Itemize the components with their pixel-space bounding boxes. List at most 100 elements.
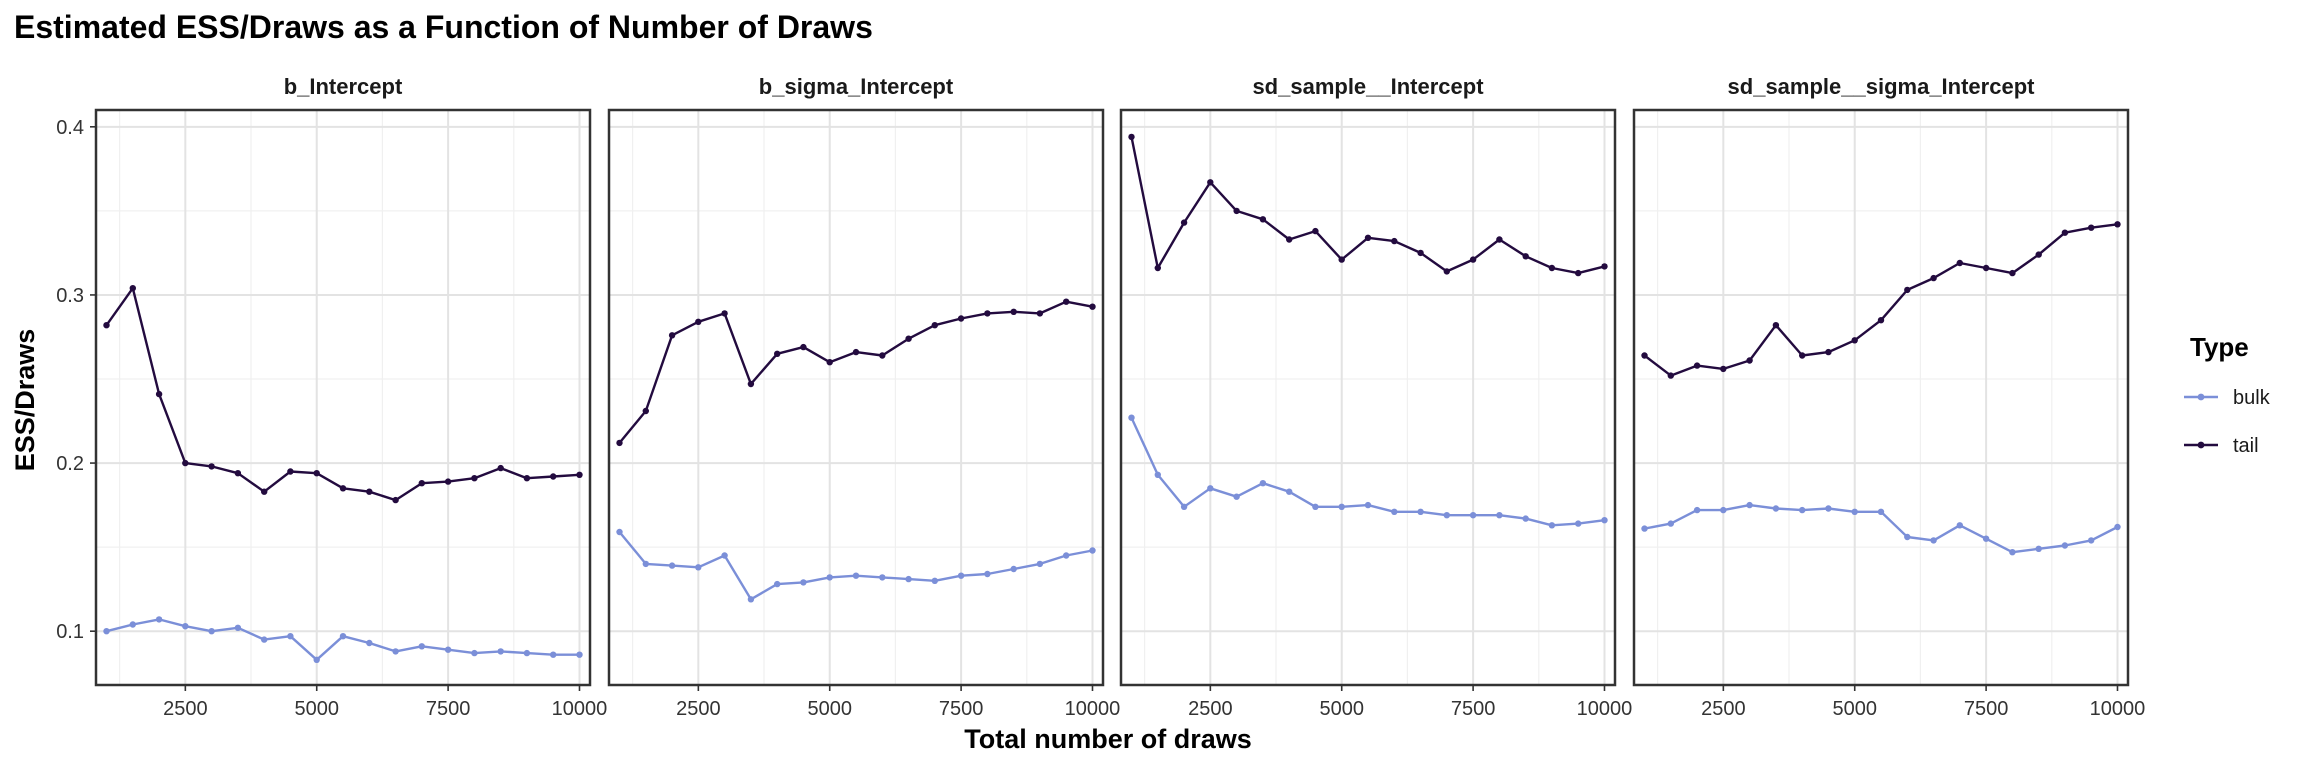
data-point-tail bbox=[523, 475, 531, 482]
data-point-bulk bbox=[1667, 520, 1675, 527]
data-point-tail bbox=[1956, 259, 1964, 267]
data-point-bulk bbox=[234, 624, 242, 631]
data-point-bulk bbox=[1851, 508, 1858, 515]
x-tick-label: 7500 bbox=[939, 698, 984, 720]
data-point-tail bbox=[1548, 264, 1556, 272]
y-tick-label: 0.4 bbox=[56, 117, 84, 139]
data-point-tail bbox=[957, 315, 965, 322]
data-point-bulk bbox=[1063, 552, 1070, 559]
panel-title: b_Intercept bbox=[284, 74, 403, 99]
data-point-bulk bbox=[392, 648, 399, 655]
data-point-bulk bbox=[2009, 549, 2016, 556]
data-point-bulk bbox=[1338, 503, 1345, 510]
data-point-tail bbox=[1443, 268, 1451, 275]
data-point-bulk bbox=[957, 572, 965, 579]
x-tick-label: 5000 bbox=[1832, 698, 1877, 720]
legend-key-point-bulk bbox=[2197, 393, 2205, 401]
data-point-bulk bbox=[1154, 471, 1162, 478]
data-point-tail bbox=[1575, 269, 1582, 277]
x-tick-label: 10000 bbox=[2090, 698, 2146, 720]
x-tick-label: 7500 bbox=[1451, 698, 1496, 720]
data-point-bulk bbox=[1233, 493, 1240, 500]
data-point-tail bbox=[852, 348, 860, 356]
data-point-tail bbox=[1259, 216, 1267, 223]
data-point-bulk bbox=[1207, 485, 1214, 492]
data-point-tail bbox=[1799, 352, 1806, 359]
data-point-tail bbox=[1207, 179, 1214, 186]
data-point-tail bbox=[1522, 253, 1529, 260]
data-point-bulk bbox=[2114, 523, 2121, 531]
data-point-bulk bbox=[616, 528, 623, 536]
data-point-bulk bbox=[1982, 535, 1990, 542]
data-point-tail bbox=[2035, 251, 2042, 258]
x-tick-label: 5000 bbox=[807, 698, 852, 720]
data-point-tail bbox=[392, 496, 399, 504]
data-point-bulk bbox=[931, 577, 938, 584]
data-point-bulk bbox=[366, 639, 373, 647]
panel-title: sd_sample__Intercept bbox=[1252, 74, 1484, 99]
x-axis-title: Total number of draws bbox=[964, 724, 1252, 754]
data-point-bulk bbox=[905, 575, 912, 583]
data-point-tail bbox=[879, 352, 886, 359]
data-point-tail bbox=[1128, 133, 1135, 141]
data-point-tail bbox=[668, 332, 676, 339]
x-tick-label: 2500 bbox=[163, 698, 208, 720]
x-tick-label: 7500 bbox=[1964, 698, 2009, 720]
data-point-tail bbox=[1469, 256, 1477, 263]
data-point-bulk bbox=[1259, 480, 1267, 487]
data-point-bulk bbox=[261, 636, 268, 643]
data-point-bulk bbox=[103, 628, 110, 635]
data-point-tail bbox=[1772, 322, 1780, 329]
data-point-tail bbox=[287, 468, 294, 475]
data-point-bulk bbox=[1825, 505, 1832, 512]
panel-border bbox=[1119, 108, 1617, 687]
data-point-tail bbox=[261, 488, 268, 495]
data-point-tail bbox=[800, 343, 807, 351]
data-point-bulk bbox=[550, 651, 557, 658]
data-point-bulk bbox=[1286, 488, 1293, 495]
data-point-bulk bbox=[129, 621, 136, 628]
data-point-tail bbox=[695, 318, 702, 325]
data-point-bulk bbox=[1772, 505, 1780, 512]
panel-background bbox=[1634, 110, 2128, 685]
data-point-tail bbox=[1851, 337, 1858, 344]
data-point-tail bbox=[1180, 219, 1188, 226]
data-point-bulk bbox=[576, 651, 583, 658]
y-axis-title: ESS/Draws bbox=[10, 329, 40, 472]
data-point-bulk bbox=[497, 648, 504, 655]
data-point-tail bbox=[444, 478, 452, 485]
data-point-bulk bbox=[800, 579, 807, 586]
data-point-bulk bbox=[1522, 515, 1529, 522]
data-point-bulk bbox=[1417, 508, 1424, 515]
legend-label-bulk: bulk bbox=[2233, 387, 2271, 409]
data-point-tail bbox=[103, 322, 110, 329]
x-tick-label: 10000 bbox=[1577, 698, 1633, 720]
panel-background bbox=[609, 110, 1103, 685]
data-point-tail bbox=[418, 480, 425, 487]
data-point-tail bbox=[2009, 269, 2016, 277]
data-point-bulk bbox=[642, 560, 649, 568]
data-point-tail bbox=[721, 310, 728, 317]
data-point-tail bbox=[208, 463, 215, 470]
data-point-tail bbox=[1601, 263, 1608, 270]
data-point-bulk bbox=[1641, 525, 1648, 532]
y-tick-label: 0.3 bbox=[56, 285, 84, 307]
data-point-bulk bbox=[747, 596, 755, 603]
data-point-tail bbox=[905, 335, 912, 342]
data-point-tail bbox=[747, 380, 755, 388]
data-point-bulk bbox=[668, 562, 676, 569]
data-point-tail bbox=[826, 359, 833, 366]
data-point-tail bbox=[366, 488, 373, 495]
y-tick-label: 0.2 bbox=[56, 453, 84, 475]
panel-background bbox=[96, 110, 590, 685]
data-point-bulk bbox=[418, 643, 425, 650]
data-point-bulk bbox=[1128, 414, 1135, 421]
data-point-bulk bbox=[1904, 533, 1911, 541]
data-point-bulk bbox=[1496, 512, 1503, 519]
data-point-tail bbox=[1089, 303, 1096, 310]
data-point-bulk bbox=[1443, 512, 1451, 519]
data-point-tail bbox=[1496, 236, 1503, 243]
x-tick-label: 10000 bbox=[1065, 698, 1121, 720]
data-point-tail bbox=[1877, 317, 1885, 324]
